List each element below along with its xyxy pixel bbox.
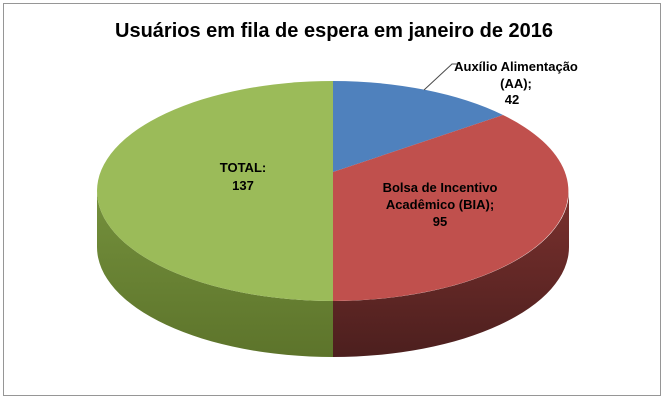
aa-data-label: Auxílio Alimentação (AA); 42 [454, 59, 578, 107]
pie-slice-aa [333, 81, 503, 172]
chart-border [3, 3, 661, 396]
chart-title: Usuários em fila de espera em janeiro de… [115, 20, 553, 42]
aa-label-line1: Auxílio Alimentação [454, 59, 578, 74]
aa-label-line2: (AA); [500, 76, 532, 91]
pie-side-bia [333, 191, 569, 357]
bia-data-label: Bolsa de Incentivo Acadêmico (BIA); 95 [383, 180, 498, 229]
bia-label-value: 95 [433, 214, 447, 229]
bia-label-line1: Bolsa de Incentivo [383, 180, 498, 195]
bia-label-line2: Acadêmico (BIA); [386, 197, 494, 212]
pie-slice-total [97, 81, 333, 301]
pie-side-total [97, 191, 333, 357]
total-data-label: TOTAL: 137 [220, 160, 266, 193]
aa-label-value: 42 [505, 92, 519, 107]
total-label-value: 137 [232, 178, 254, 193]
pie-slice-bia [333, 115, 569, 301]
total-label-line1: TOTAL: [220, 160, 266, 175]
aa-label-leader-line [423, 63, 457, 91]
